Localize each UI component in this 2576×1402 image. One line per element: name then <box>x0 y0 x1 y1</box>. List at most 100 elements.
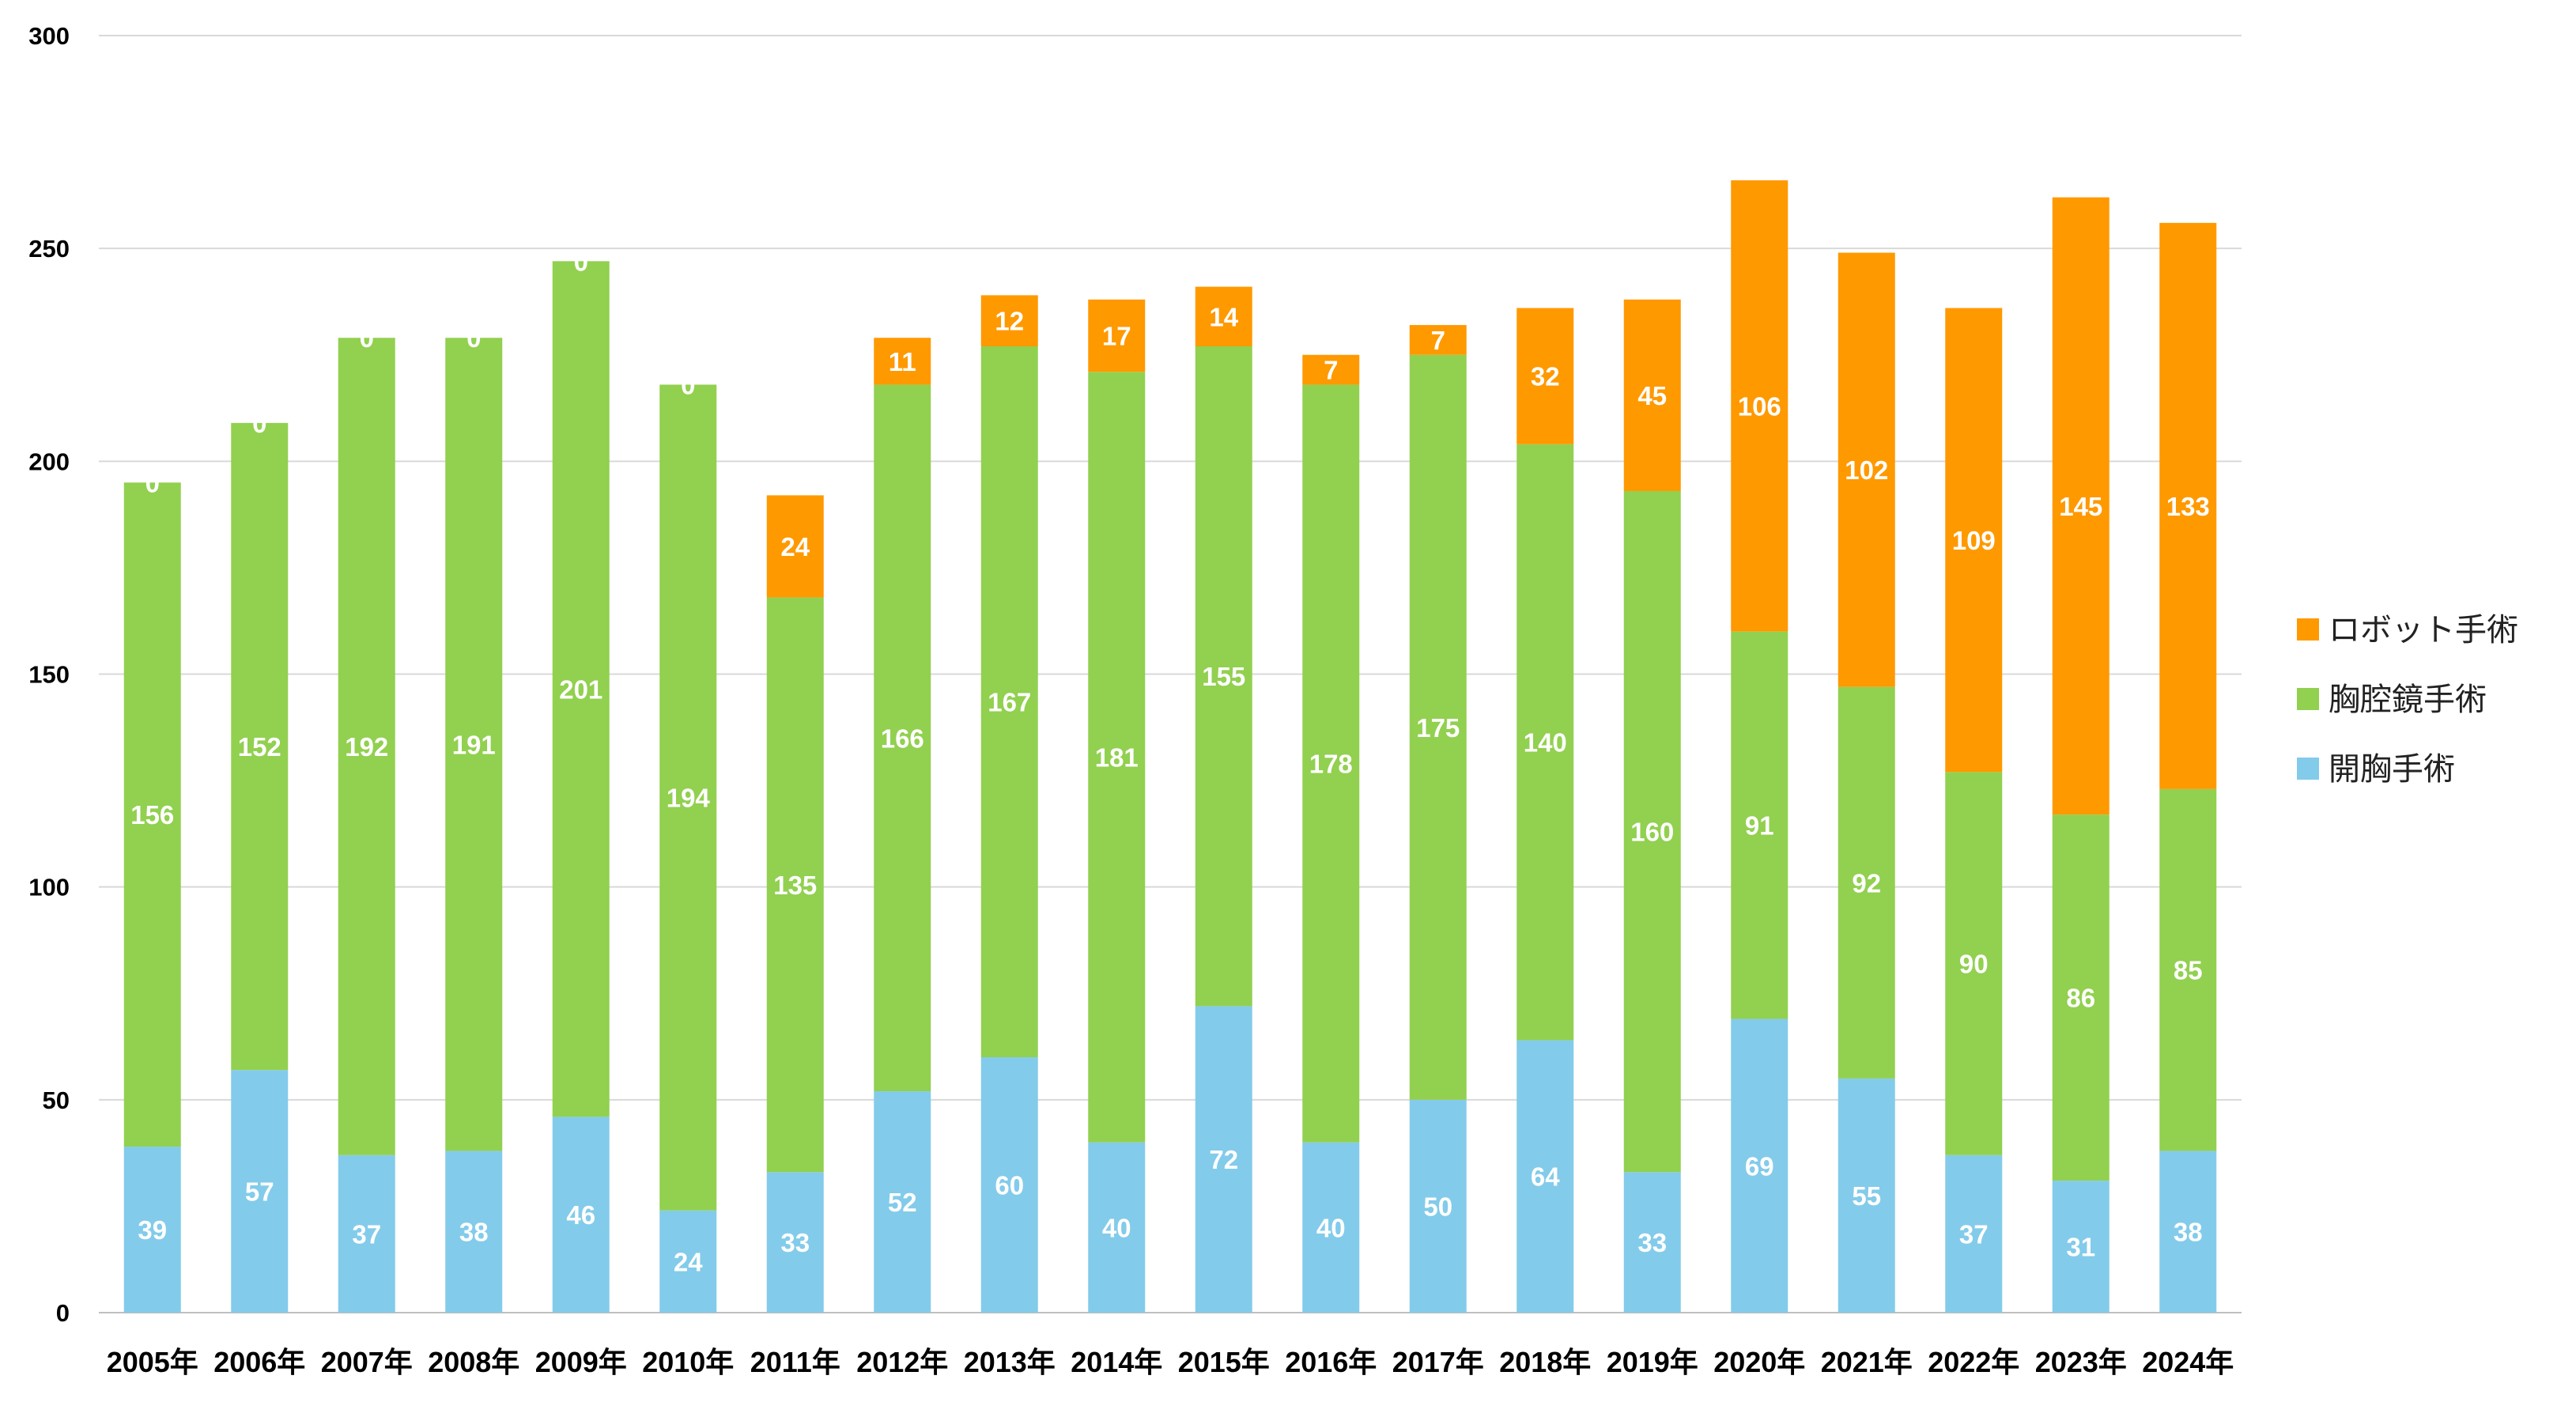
data-label: 32 <box>1531 362 1560 391</box>
bar-segment <box>123 482 181 1147</box>
data-label: 191 <box>452 730 496 759</box>
bar-segment <box>2052 1181 2110 1313</box>
bar-segment <box>1302 1142 1360 1313</box>
data-label: 109 <box>1952 526 1996 555</box>
bar-segment <box>766 495 824 598</box>
bar-segment <box>980 346 1038 1057</box>
bar-segment <box>1838 252 1895 687</box>
data-label: 155 <box>1202 662 1245 691</box>
bar-segment <box>980 1057 1038 1313</box>
data-label: 0 <box>681 370 695 399</box>
data-label: 175 <box>1416 713 1460 743</box>
data-label: 106 <box>1738 391 1781 421</box>
bar-segment <box>2052 814 2110 1181</box>
bar-segment <box>1945 1154 2003 1313</box>
bar-segment <box>1838 1078 1895 1313</box>
x-tick-label: 2018年 <box>1499 1346 1591 1378</box>
data-label: 38 <box>459 1218 489 1247</box>
bar-segment <box>1623 1172 1681 1313</box>
bar-segment <box>1731 1018 1788 1313</box>
data-label: 33 <box>1637 1228 1667 1257</box>
bar-segment <box>1623 299 1681 492</box>
bar-segment <box>552 261 610 1117</box>
data-label: 0 <box>360 323 374 353</box>
data-label: 102 <box>1845 455 1888 485</box>
legend-swatch <box>2297 618 2319 641</box>
y-tick-label: 250 <box>28 235 70 263</box>
bar-segment <box>1409 1099 1467 1313</box>
data-label: 57 <box>245 1177 274 1207</box>
x-tick-label: 2020年 <box>1713 1346 1805 1378</box>
bar-segment <box>1517 308 1574 444</box>
legend-label: 胸腔鏡手術 <box>2329 682 2487 718</box>
bar-segment <box>874 384 931 1092</box>
data-label: 45 <box>1637 381 1667 410</box>
data-label: 201 <box>559 675 602 704</box>
data-label: 12 <box>995 307 1024 336</box>
data-label: 24 <box>780 532 810 561</box>
y-tick-label: 300 <box>28 22 70 50</box>
data-label: 145 <box>2059 492 2102 521</box>
data-label: 135 <box>773 871 817 900</box>
x-tick-label: 2012年 <box>856 1346 948 1378</box>
x-axis-ticks: 2005年 2006年 2007年 2008年 2009年 2010年 2011年 2012年… <box>107 1346 2234 1378</box>
bar-segment <box>1623 491 1681 1173</box>
legend-label: 開胸手術 <box>2329 751 2455 788</box>
data-label: 72 <box>1209 1145 1238 1174</box>
x-tick-label: 2009年 <box>535 1346 627 1378</box>
bar-segment <box>552 1117 610 1313</box>
bar-segment <box>1945 308 2003 773</box>
bar-segment <box>1302 384 1360 1143</box>
x-tick-label: 2013年 <box>964 1346 1056 1378</box>
bar-segment <box>659 1210 717 1313</box>
y-tick-label: 0 <box>56 1299 70 1327</box>
data-label: 7 <box>1431 326 1445 355</box>
data-label: 160 <box>1630 818 1674 847</box>
bar-segment <box>659 384 717 1211</box>
data-label: 31 <box>2066 1233 2095 1262</box>
bar-segment <box>1945 772 2003 1155</box>
bar-segment <box>766 597 824 1173</box>
data-label: 52 <box>888 1188 917 1217</box>
data-label: 37 <box>1959 1219 1989 1249</box>
data-label: 69 <box>1745 1151 1774 1181</box>
data-label: 156 <box>130 800 174 829</box>
bar-segment <box>874 338 931 385</box>
data-label: 38 <box>2174 1218 2203 1247</box>
data-label: 60 <box>995 1171 1024 1200</box>
data-label: 37 <box>352 1219 381 1249</box>
bar-segment <box>1195 346 1252 1007</box>
x-tick-label: 2016年 <box>1285 1346 1377 1378</box>
data-label: 14 <box>1209 302 1238 331</box>
data-label: 64 <box>1531 1162 1560 1192</box>
bar-segment <box>1409 354 1467 1100</box>
bar-segment <box>1409 325 1467 355</box>
y-tick-label: 100 <box>28 874 70 901</box>
bar-segment <box>338 1154 395 1313</box>
data-label: 194 <box>667 784 711 813</box>
x-tick-label: 2023年 <box>2035 1346 2127 1378</box>
bar-segment <box>445 1151 503 1313</box>
data-label: 140 <box>1524 728 1567 758</box>
legend-label: ロボット手術 <box>2329 612 2518 648</box>
data-label: 50 <box>1423 1192 1452 1221</box>
bar-segment <box>1088 372 1146 1143</box>
data-label: 0 <box>466 323 481 353</box>
data-label: 11 <box>889 347 916 376</box>
data-label: 7 <box>1324 356 1338 385</box>
bar-segment <box>980 295 1038 346</box>
bar-segment <box>2159 1151 2217 1313</box>
x-tick-label: 2022年 <box>1928 1346 2019 1378</box>
x-tick-label: 2019年 <box>1607 1346 1698 1378</box>
data-label: 152 <box>238 732 281 761</box>
y-tick-label: 150 <box>28 661 70 689</box>
data-label: 0 <box>252 409 266 438</box>
legend-swatch <box>2297 758 2319 780</box>
data-label: 17 <box>1102 322 1131 351</box>
x-tick-label: 2011年 <box>750 1346 840 1378</box>
data-label: 92 <box>1852 868 1881 898</box>
data-label: 90 <box>1959 950 1989 979</box>
bar-segment <box>2159 788 2217 1151</box>
y-tick-label: 200 <box>28 448 70 475</box>
bar-segment <box>1088 299 1146 372</box>
